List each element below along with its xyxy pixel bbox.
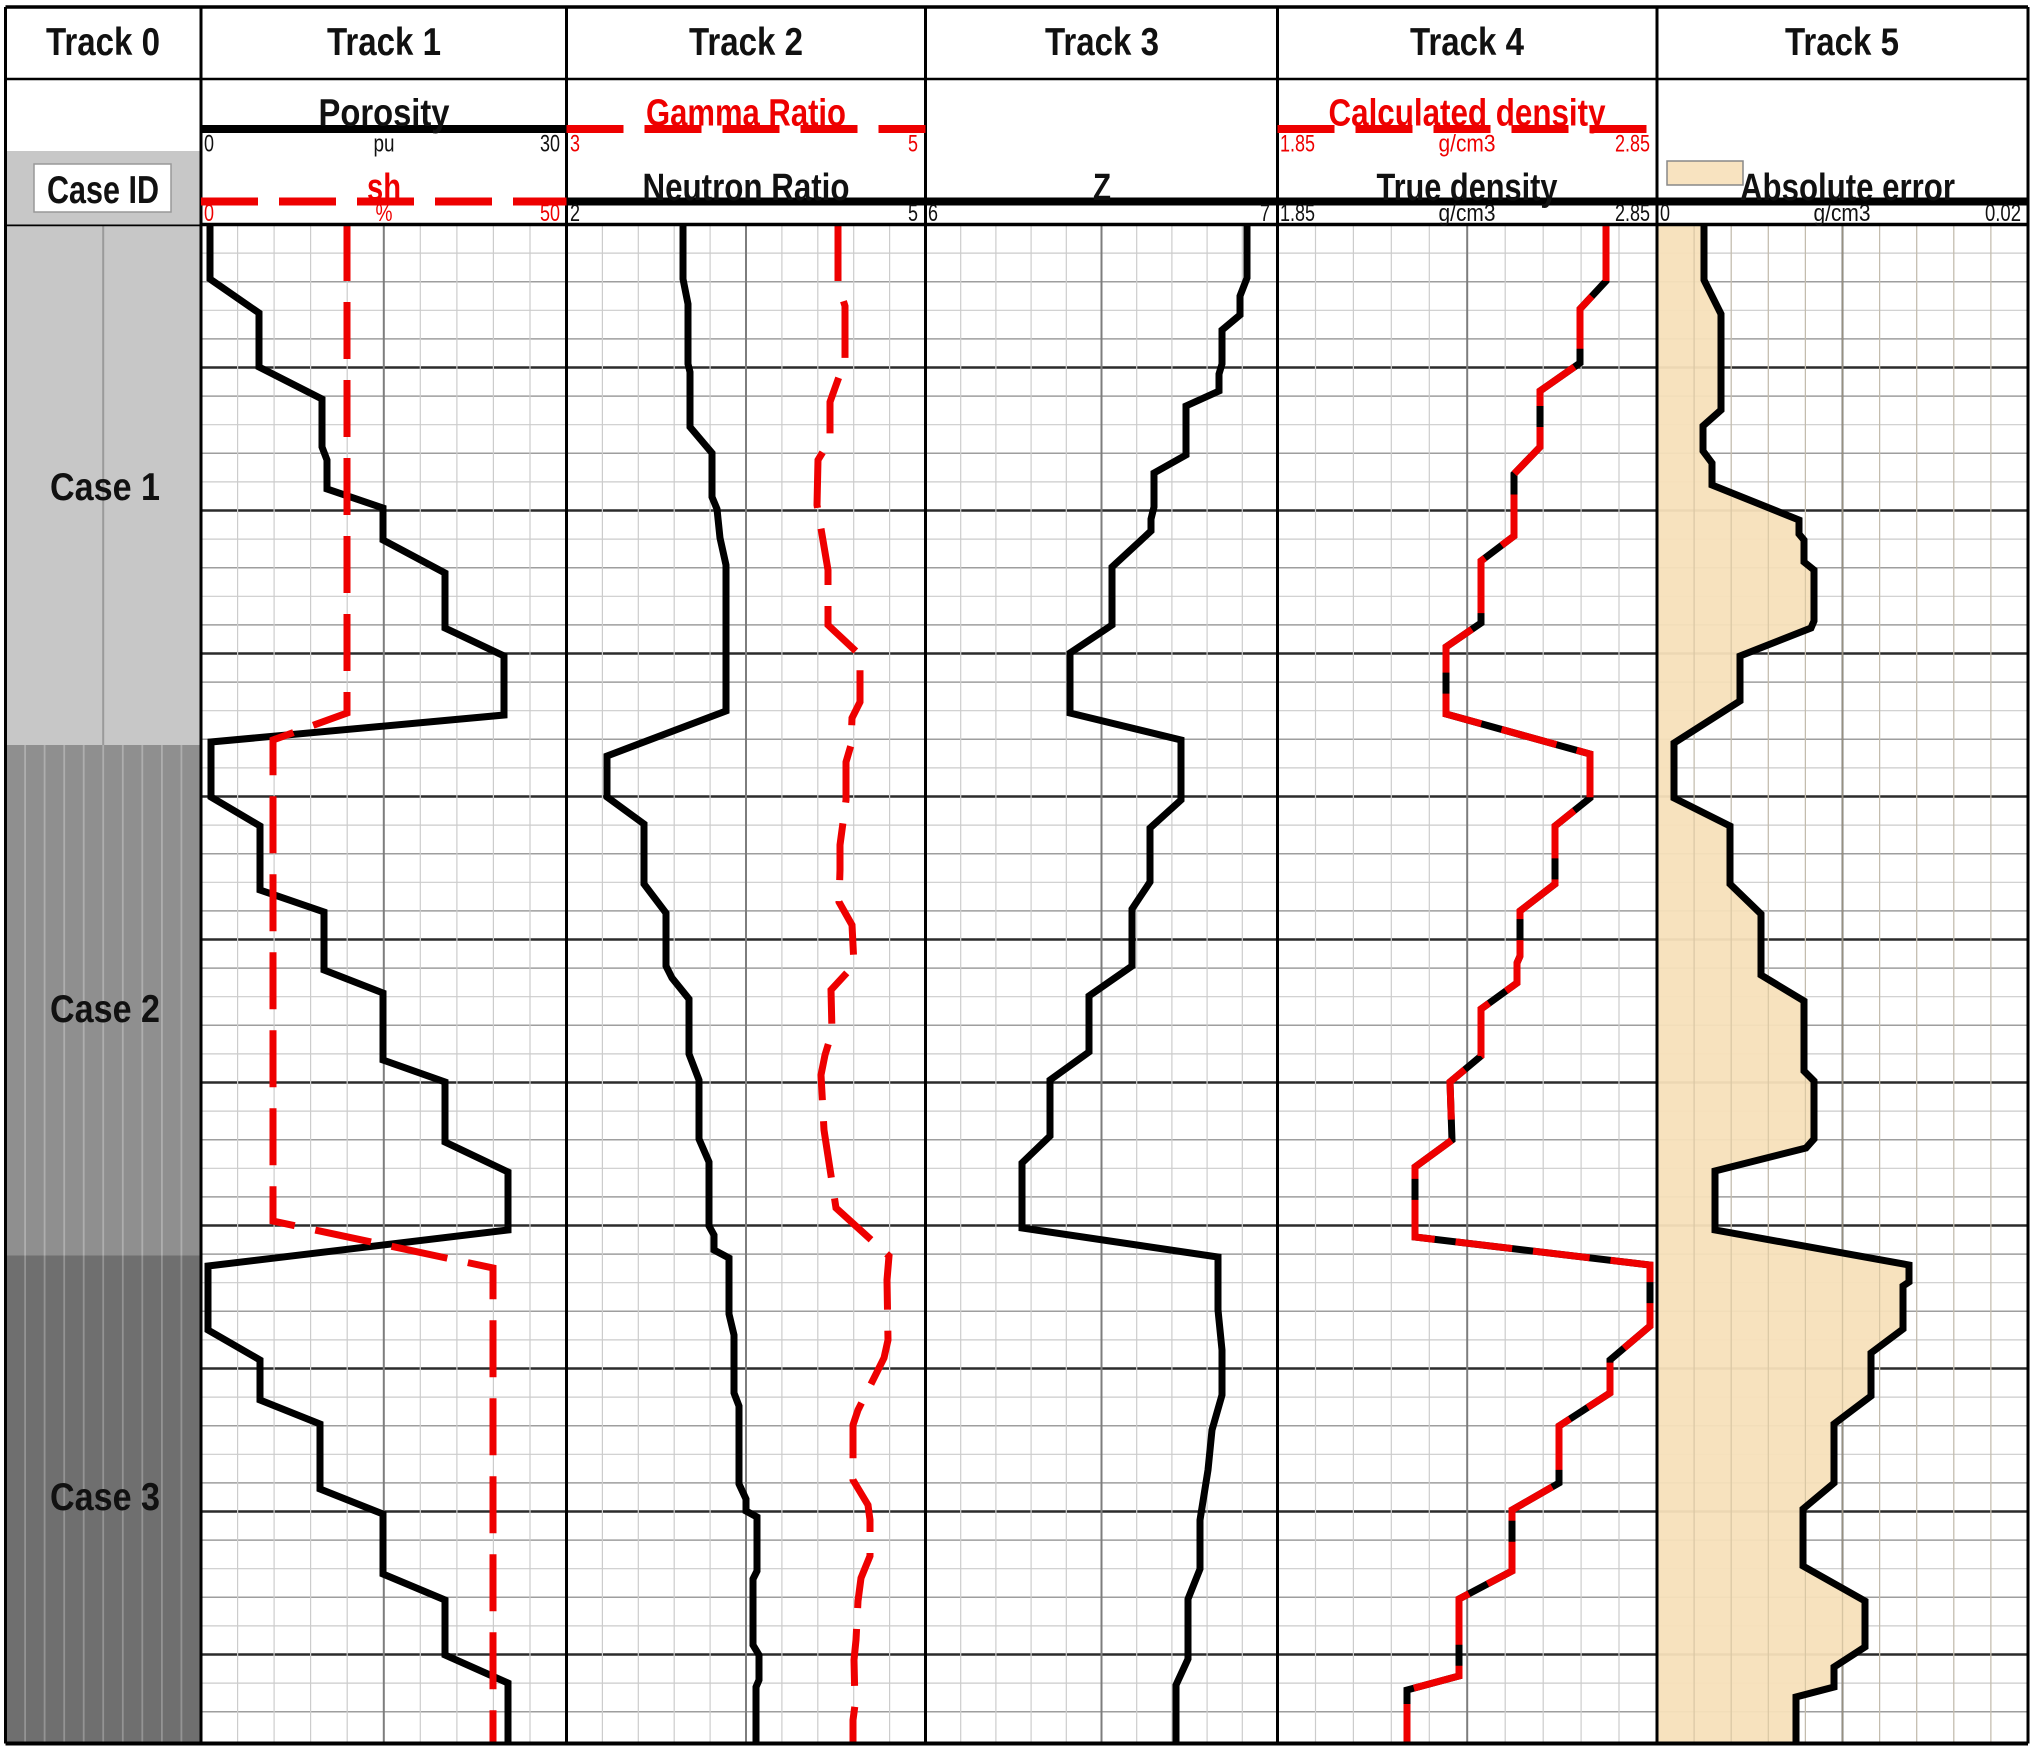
svg-text:Track 3: Track 3 <box>1045 21 1159 64</box>
svg-text:g/cm3: g/cm3 <box>1814 200 1871 227</box>
svg-text:2: 2 <box>570 200 580 227</box>
svg-text:0: 0 <box>1660 200 1670 227</box>
svg-text:6: 6 <box>928 200 938 227</box>
svg-text:0: 0 <box>204 131 214 158</box>
svg-text:5: 5 <box>908 131 918 158</box>
svg-text:sh: sh <box>367 167 401 209</box>
svg-text:Track 5: Track 5 <box>1785 21 1899 64</box>
svg-text:30: 30 <box>540 131 560 158</box>
svg-text:0: 0 <box>204 200 214 227</box>
svg-text:Z: Z <box>1093 167 1111 209</box>
svg-text:pu: pu <box>374 131 395 158</box>
svg-text:2.85: 2.85 <box>1615 131 1650 158</box>
svg-text:Gamma Ratio: Gamma Ratio <box>646 93 846 135</box>
svg-text:1.85: 1.85 <box>1280 131 1315 158</box>
svg-text:Case 2: Case 2 <box>50 988 160 1031</box>
svg-text:Porosity: Porosity <box>319 93 450 135</box>
svg-text:True density: True density <box>1377 167 1558 209</box>
svg-text:Absolute error: Absolute error <box>1740 167 1955 209</box>
svg-text:Track 0: Track 0 <box>46 21 160 64</box>
svg-text:3: 3 <box>570 131 580 158</box>
svg-text:50: 50 <box>540 200 560 227</box>
svg-text:0.02: 0.02 <box>1985 200 2021 227</box>
svg-text:Case 1: Case 1 <box>50 466 160 509</box>
svg-text:Neutron Ratio: Neutron Ratio <box>643 167 850 209</box>
svg-text:1.85: 1.85 <box>1280 200 1315 227</box>
svg-text:Case 3: Case 3 <box>50 1476 160 1519</box>
svg-text:7: 7 <box>1260 200 1270 227</box>
svg-text:5: 5 <box>908 200 918 227</box>
svg-text:2.85: 2.85 <box>1615 200 1650 227</box>
svg-text:Track 2: Track 2 <box>689 21 803 64</box>
svg-text:Track 1: Track 1 <box>327 21 441 64</box>
svg-text:g/cm3: g/cm3 <box>1439 200 1496 227</box>
svg-text:Case ID: Case ID <box>47 169 159 212</box>
svg-text:%: % <box>376 200 393 227</box>
svg-text:Calculated density: Calculated density <box>1329 93 1606 135</box>
svg-text:Track 4: Track 4 <box>1410 21 1524 64</box>
svg-text:g/cm3: g/cm3 <box>1439 131 1496 158</box>
